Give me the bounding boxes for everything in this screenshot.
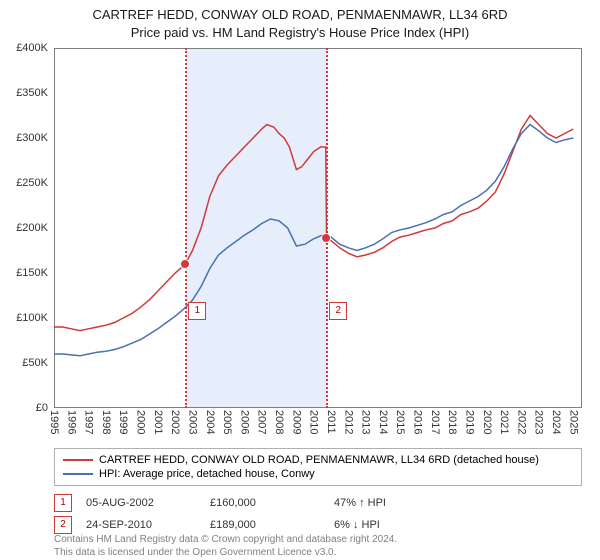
x-tick-label: 2022 <box>515 410 527 434</box>
plot-area: £0£50K£100K£150K£200K£250K£300K£350K£400… <box>54 48 582 408</box>
legend-label-2: HPI: Average price, detached house, Conw… <box>99 468 315 480</box>
event-row-number: 2 <box>54 516 72 534</box>
x-axis-labels: 1995199619971998199920002001200220032004… <box>54 410 582 450</box>
events-table: 1 05-AUG-2002 £160,000 47% ↑ HPI 2 24-SEP-201… <box>54 492 582 536</box>
y-tick-label: £100K <box>16 312 48 324</box>
title-line-1: CARTREF HEDD, CONWAY OLD ROAD, PENMAENMA… <box>0 6 600 24</box>
chart-container: CARTREF HEDD, CONWAY OLD ROAD, PENMAENMA… <box>0 0 600 560</box>
title-line-2: Price paid vs. HM Land Registry's House … <box>0 24 600 42</box>
event-row-price: £160,000 <box>210 497 320 509</box>
y-tick-label: £50K <box>22 357 48 369</box>
event-row-delta: 47% ↑ HPI <box>334 497 444 509</box>
legend-swatch-2 <box>63 473 93 475</box>
series-line-1 <box>54 125 573 356</box>
x-tick-label: 2024 <box>550 410 562 434</box>
event-row-date: 24-SEP-2010 <box>86 519 196 531</box>
x-tick-label: 2012 <box>342 410 354 434</box>
x-tick-label: 2002 <box>169 410 181 434</box>
license-line-1: Contains HM Land Registry data © Crown c… <box>54 534 397 545</box>
x-tick-label: 2008 <box>273 410 285 434</box>
event-marker <box>322 234 330 242</box>
event-number-box: 1 <box>188 302 206 320</box>
event-row-delta: 6% ↓ HPI <box>334 519 444 531</box>
y-tick-label: £350K <box>16 87 48 99</box>
x-tick-label: 2006 <box>238 410 250 434</box>
event-number-box: 2 <box>329 302 347 320</box>
x-tick-label: 2014 <box>377 410 389 434</box>
x-tick-label: 1998 <box>100 410 112 434</box>
legend-row-2: HPI: Average price, detached house, Conw… <box>63 467 573 481</box>
x-tick-label: 2004 <box>204 410 216 434</box>
x-tick-label: 2018 <box>446 410 458 434</box>
x-tick-label: 2013 <box>360 410 372 434</box>
x-tick-label: 2015 <box>394 410 406 434</box>
event-vline <box>326 48 328 408</box>
x-tick-label: 2009 <box>290 410 302 434</box>
event-row-date: 05-AUG-2002 <box>86 497 196 509</box>
x-tick-label: 1996 <box>65 410 77 434</box>
y-tick-label: £250K <box>16 177 48 189</box>
x-tick-label: 2020 <box>481 410 493 434</box>
y-tick-label: £300K <box>16 132 48 144</box>
x-tick-label: 2001 <box>152 410 164 434</box>
x-tick-label: 2011 <box>325 410 337 434</box>
event-marker <box>181 260 189 268</box>
event-row: 1 05-AUG-2002 £160,000 47% ↑ HPI <box>54 492 582 514</box>
x-tick-label: 2021 <box>498 410 510 434</box>
event-row-price: £189,000 <box>210 519 320 531</box>
x-tick-label: 1999 <box>117 410 129 434</box>
y-tick-label: £150K <box>16 267 48 279</box>
legend: CARTREF HEDD, CONWAY OLD ROAD, PENMAENMA… <box>54 448 582 486</box>
y-tick-label: £200K <box>16 222 48 234</box>
y-tick-label: £0 <box>36 402 48 414</box>
x-tick-label: 2016 <box>412 410 424 434</box>
legend-swatch-1 <box>63 459 93 461</box>
x-tick-label: 2005 <box>221 410 233 434</box>
chart-title: CARTREF HEDD, CONWAY OLD ROAD, PENMAENMA… <box>0 0 600 41</box>
x-tick-label: 2000 <box>135 410 147 434</box>
y-tick-label: £400K <box>16 42 48 54</box>
x-tick-label: 2025 <box>567 410 579 434</box>
event-row-number: 1 <box>54 494 72 512</box>
x-tick-label: 1997 <box>83 410 95 434</box>
legend-row-1: CARTREF HEDD, CONWAY OLD ROAD, PENMAENMA… <box>63 453 573 467</box>
series-line-0 <box>54 116 573 331</box>
license-text: Contains HM Land Registry data © Crown c… <box>54 534 582 559</box>
x-tick-label: 1995 <box>48 410 60 434</box>
event-row: 2 24-SEP-2010 £189,000 6% ↓ HPI <box>54 514 582 536</box>
legend-label-1: CARTREF HEDD, CONWAY OLD ROAD, PENMAENMA… <box>99 454 539 466</box>
license-line-2: This data is licensed under the Open Gov… <box>54 547 336 558</box>
x-tick-label: 2017 <box>429 410 441 434</box>
x-tick-label: 2019 <box>463 410 475 434</box>
series-svg <box>54 48 582 408</box>
x-tick-label: 2007 <box>256 410 268 434</box>
x-tick-label: 2023 <box>533 410 545 434</box>
event-vline <box>185 48 187 408</box>
x-tick-label: 2010 <box>308 410 320 434</box>
x-tick-label: 2003 <box>186 410 198 434</box>
